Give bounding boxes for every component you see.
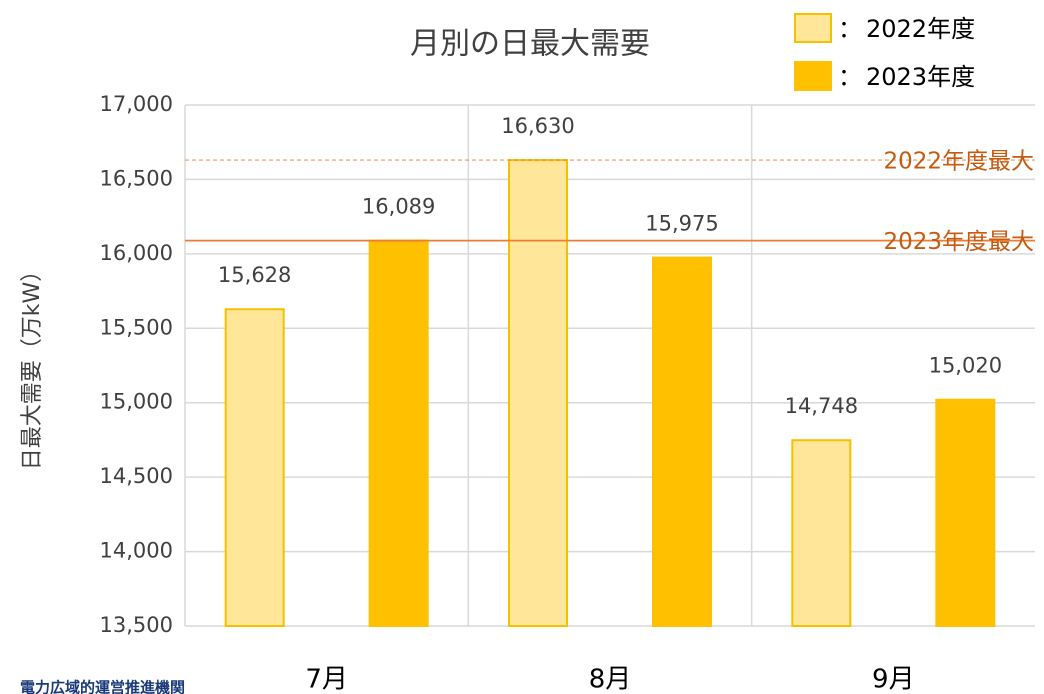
x-tick-label: 9月 [872, 665, 915, 694]
bar [652, 256, 712, 627]
y-tick-label: 16,000 [100, 241, 173, 265]
y-tick-label: 15,500 [100, 315, 173, 339]
value-label: 15,020 [929, 354, 1002, 378]
bar [508, 159, 568, 627]
y-axis-label: 日最大需要（万kW） [20, 260, 45, 471]
value-label: 15,628 [218, 263, 291, 287]
footer-logo: 電力広域的運営推進機関 [20, 679, 185, 694]
bar [791, 439, 852, 627]
x-tick-label: 7月 [305, 665, 348, 694]
legend-swatch [794, 13, 832, 43]
y-tick-label: 17,000 [100, 92, 173, 116]
reference-label: 2023年度最大 [883, 229, 1034, 255]
bar [935, 398, 996, 628]
value-label: 16,089 [362, 195, 435, 219]
bar [224, 308, 285, 627]
legend-separator: ： [838, 15, 862, 43]
y-tick-label: 16,500 [100, 166, 173, 190]
legend-separator: ： [838, 63, 862, 91]
y-tick-label: 13,500 [100, 613, 173, 637]
y-tick-label: 14,000 [100, 539, 173, 563]
chart-title: 月別の日最大需要 [410, 27, 650, 62]
y-tick-label: 14,500 [100, 464, 173, 488]
reference-label: 2022年度最大 [883, 149, 1034, 175]
legend-label: 2022年度 [866, 15, 975, 43]
value-label: 16,630 [501, 114, 574, 138]
legend-label: 2023年度 [866, 63, 975, 91]
value-label: 15,975 [645, 212, 718, 236]
value-label: 14,748 [785, 394, 858, 418]
y-tick-label: 15,000 [100, 390, 173, 414]
legend-swatch [794, 61, 832, 91]
bar [368, 239, 429, 627]
x-tick-label: 8月 [589, 665, 632, 694]
